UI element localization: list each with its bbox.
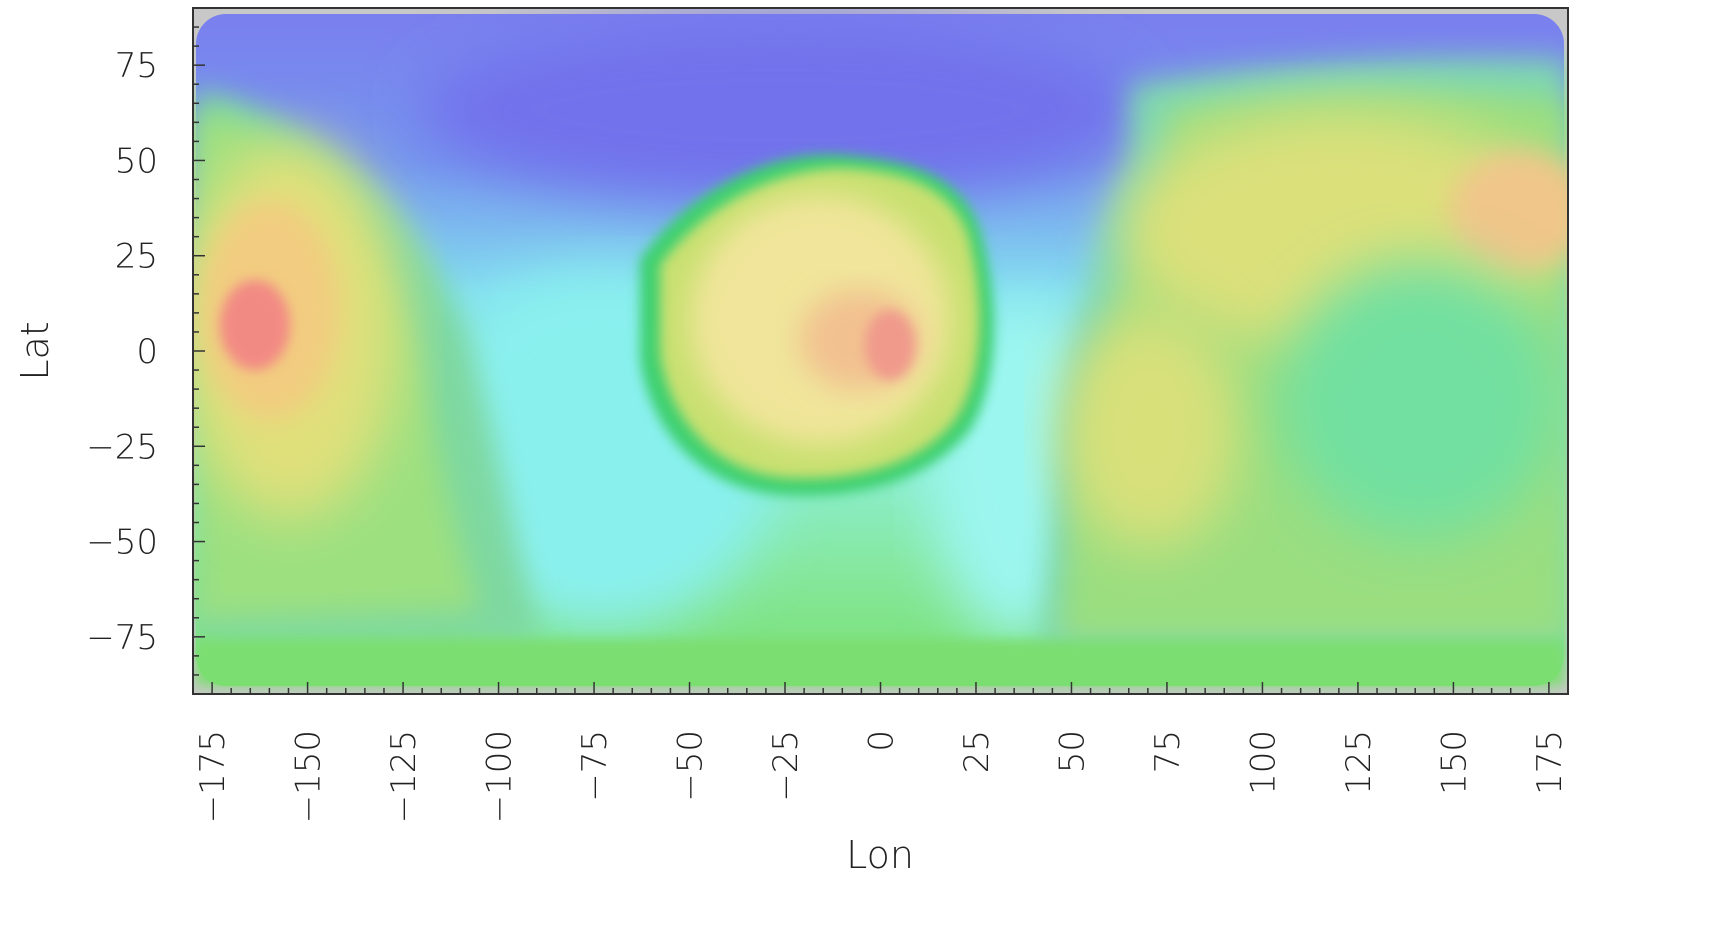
x-tick-label: −50 (671, 730, 711, 802)
x-tick-label: 125 (1339, 730, 1379, 795)
x-tick-label: −25 (766, 730, 806, 802)
y-tick-label: −50 (86, 523, 158, 563)
x-tick-label: 100 (1243, 730, 1283, 795)
x-tick-label: 175 (1530, 730, 1570, 795)
x-tick-label: −75 (575, 730, 615, 802)
x-axis: −175 −150 −125 −100 −75 −50 −25 0 25 50 75 100 125 15… (192, 682, 1570, 823)
x-tick-label: −175 (193, 730, 233, 823)
x-tick-label: 25 (957, 730, 997, 773)
x-tick-label: −100 (480, 730, 520, 823)
high-region-central (640, 154, 994, 496)
high-region-west (193, 90, 540, 640)
y-tick-label: −25 (86, 427, 158, 467)
y-tick-label: 75 (115, 46, 158, 86)
y-axis: 75 50 25 0 −25 −50 −75 (86, 26, 205, 676)
x-tick-label: −125 (384, 730, 424, 823)
x-tick-label: −150 (289, 730, 329, 823)
y-tick-label: 25 (115, 237, 158, 277)
y-axis-title: Lat (13, 321, 57, 380)
x-tick-label: 50 (1052, 730, 1092, 773)
map-image (193, 8, 1568, 694)
high-region-east (1040, 58, 1568, 661)
x-tick-label: 150 (1434, 730, 1474, 795)
x-tick-label: 0 (862, 730, 902, 752)
y-tick-label: −75 (86, 618, 158, 658)
y-tick-label: 50 (115, 141, 158, 181)
y-tick-label: 0 (136, 332, 158, 372)
x-tick-label: 75 (1148, 730, 1188, 773)
x-axis-title: Lon (846, 833, 914, 877)
